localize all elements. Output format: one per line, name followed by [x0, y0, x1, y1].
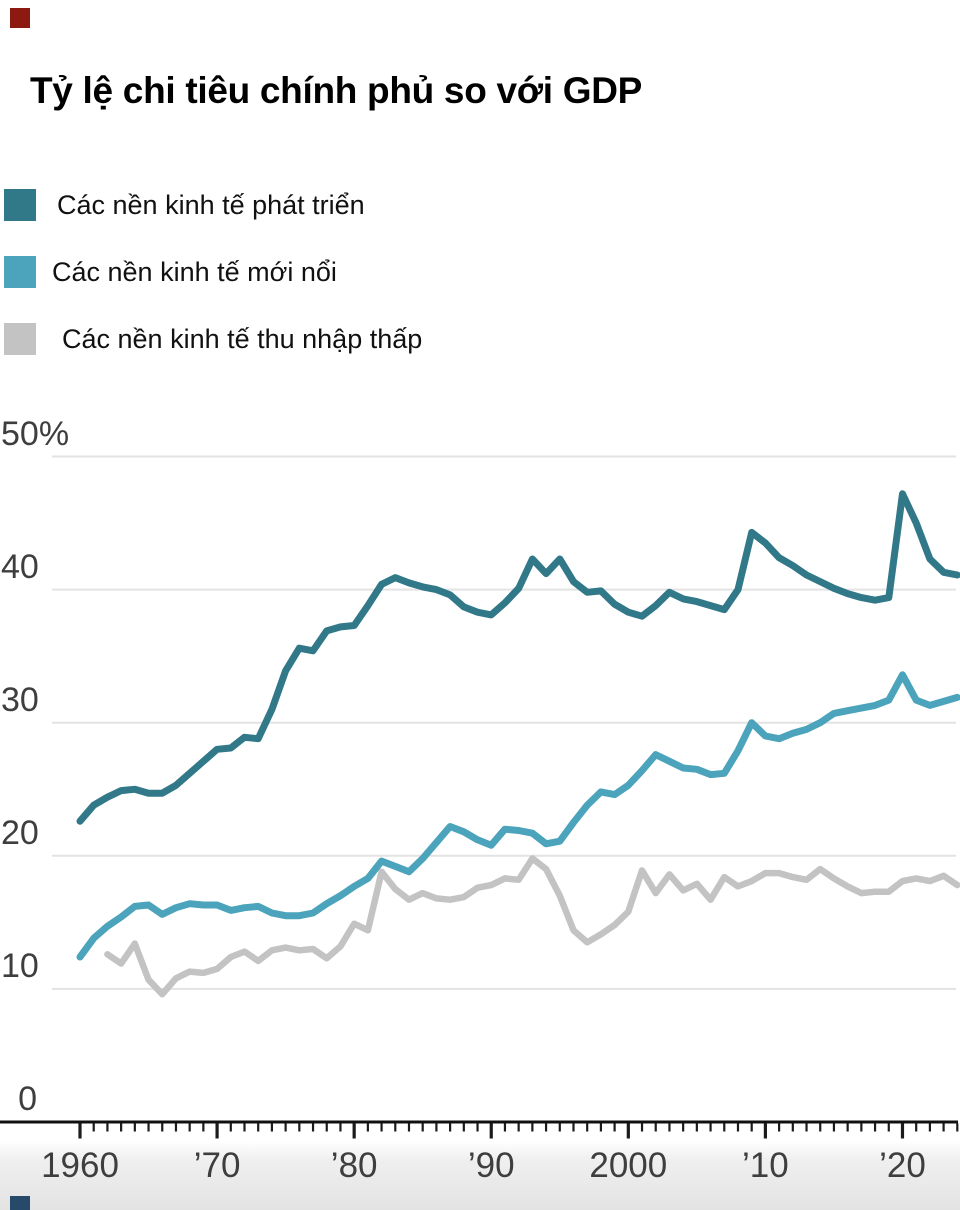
brand-blue-square: [10, 1196, 30, 1210]
x-axis-label-2020: ’20: [879, 1146, 926, 1185]
legend-item-emerging: Các nền kinh tế mới nổi: [4, 255, 422, 289]
x-axis-label-1970: ’70: [193, 1146, 241, 1185]
series-line-1: [76, 671, 960, 961]
legend-label-advanced: Các nền kinh tế phát triển: [57, 189, 365, 220]
x-axis-label-2000: 2000: [589, 1146, 668, 1185]
x-axis-label-1980: ’80: [330, 1146, 378, 1185]
legend-label-emerging: Các nền kinh tế mới nổi: [52, 256, 337, 287]
legend-swatch-advanced: [4, 189, 36, 221]
page-title: Tỷ lệ chi tiêu chính phủ so với GDP: [30, 70, 642, 111]
legend: Các nền kinh tế phát triển Các nền kinh …: [4, 188, 422, 389]
x-axis-label-1960: 1960: [41, 1146, 119, 1185]
bottom-fade-band: [0, 1141, 960, 1210]
y-axis-label-10: 10: [1, 946, 39, 985]
legend-item-advanced: Các nền kinh tế phát triển: [4, 188, 422, 222]
legend-swatch-emerging: [4, 256, 36, 288]
series-line-2: [104, 855, 960, 998]
x-axis-label-1990: ’90: [467, 1146, 515, 1185]
x-axis-label-2010: ’10: [742, 1146, 789, 1185]
series-line-0: [76, 490, 960, 825]
y-axis-label-50: 50%: [1, 414, 70, 453]
y-axis-label-0: 0: [18, 1080, 37, 1118]
brand-red-square: [10, 8, 30, 28]
legend-label-low-income: Các nền kinh tế thu nhập thấp: [62, 323, 423, 354]
y-axis-label-20: 20: [1, 813, 39, 852]
y-axis-label-30: 30: [1, 680, 39, 719]
legend-item-low-income: Các nền kinh tế thu nhập thấp: [4, 322, 422, 356]
legend-swatch-low-income: [4, 323, 36, 355]
y-axis-label-40: 40: [1, 547, 39, 586]
